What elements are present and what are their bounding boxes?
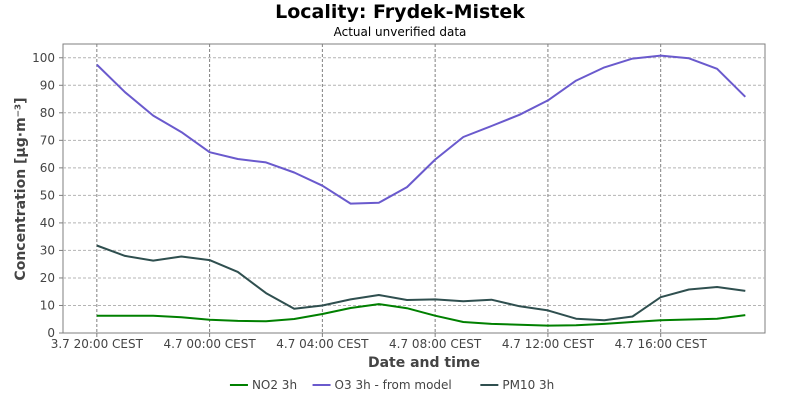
y-axis-title: Concentration [µg·m⁻³] (13, 97, 29, 280)
y-tick-label: 10 (40, 298, 55, 312)
plot-area: 0 10 20 30 40 50 60 70 80 90 100 3.7 20:00 CEST 4.7 … (32, 43, 766, 351)
legend-item-no2-3h: NO2 3h (229, 378, 297, 392)
legend-item-o3-3h-from-model: O3 3h - from model (312, 378, 452, 392)
x-tick-label: 4.7 00:00 CEST (164, 337, 257, 351)
y-tick-label: 70 (40, 133, 55, 147)
x-tick-label: 4.7 08:00 CEST (389, 337, 482, 351)
y-tick-label: 90 (40, 78, 55, 92)
y-tick-label: 100 (32, 51, 55, 65)
y-tick-label: 20 (40, 271, 55, 285)
series-line-o3-3h-from-model (96, 54, 747, 205)
y-tick-label: 0 (47, 326, 55, 340)
x-tick-label: 4.7 12:00 CEST (502, 337, 595, 351)
chart-title: Locality: Frydek-Mistek (275, 1, 525, 23)
y-tick-label: 80 (40, 106, 55, 120)
x-tick-label: 4.7 04:00 CEST (276, 337, 369, 351)
y-tick-label: 60 (40, 161, 55, 175)
legend: NO2 3h O3 3h - from model PM10 3h (229, 378, 554, 392)
y-tick-label: 50 (40, 188, 55, 202)
legend-item-pm10-3h: PM10 3h (480, 378, 554, 392)
legend-label: O3 3h - from model (335, 378, 452, 392)
y-tick-label: 40 (40, 216, 55, 230)
series-line-pm10-3h (96, 244, 746, 322)
x-axis-title: Date and time (368, 355, 480, 371)
plot-background (62, 43, 766, 334)
y-tick-label: 30 (40, 243, 55, 257)
x-tick-label: 3.7 20:00 CEST (51, 337, 144, 351)
chart-subtitle: Actual unverified data (334, 25, 467, 39)
legend-label: NO2 3h (252, 378, 297, 392)
series-line-no2-3h (96, 303, 746, 327)
x-tick-label: 4.7 16:00 CEST (615, 337, 708, 351)
legend-label: PM10 3h (502, 378, 554, 392)
